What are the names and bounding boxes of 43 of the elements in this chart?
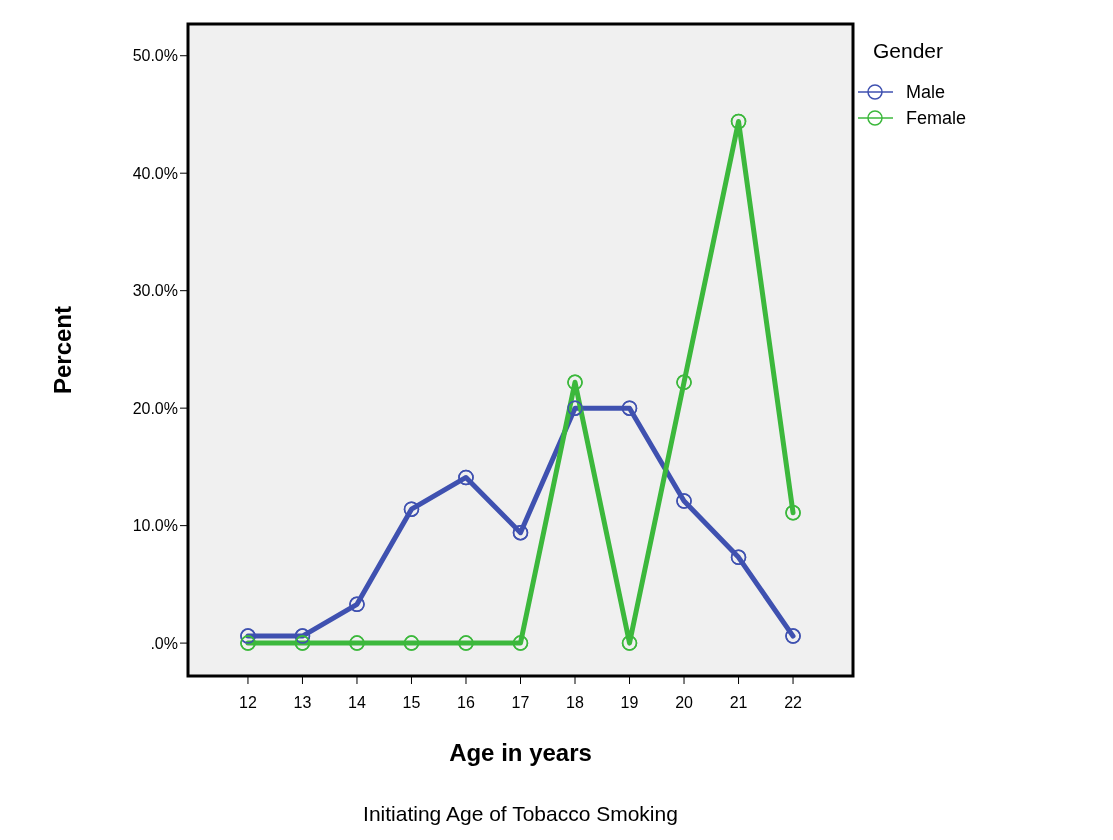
y-tick-label: 40.0% [132, 164, 178, 182]
point [240, 635, 256, 651]
y-axis-title: Percent [49, 305, 76, 395]
point [294, 635, 311, 651]
point [785, 628, 801, 644]
point [458, 469, 474, 486]
point [349, 635, 365, 651]
x-tick-label: 18 [566, 694, 585, 711]
x-tick-label: 20 [675, 694, 694, 711]
point [567, 374, 583, 391]
legend-label: Female [906, 108, 967, 129]
point [512, 635, 529, 651]
x-tick-label: 16 [457, 694, 475, 711]
point [785, 504, 801, 521]
point [676, 374, 692, 391]
legend-label: Male [906, 82, 946, 103]
x-tick-label: 19 [620, 694, 639, 711]
x-tick-label: 13 [293, 694, 312, 711]
y-tick-label: 20.0% [132, 399, 178, 417]
x-tick-label: 12 [239, 694, 257, 711]
point [730, 113, 747, 130]
legend-title: Gender [873, 39, 944, 62]
point [676, 493, 692, 509]
y-tick-label: 50.0% [132, 47, 178, 65]
y-tick-label: 30.0% [132, 282, 178, 300]
text: Initiating Age of Tobacco Smoking [363, 802, 678, 825]
point [730, 549, 747, 566]
y-tick-label: .0% [150, 634, 178, 652]
point [621, 635, 638, 651]
point [512, 524, 529, 541]
point [458, 635, 474, 651]
x-tick-label: 17 [511, 694, 530, 711]
x-tick-label: 21 [729, 694, 748, 711]
x-tick-label: 15 [402, 694, 421, 711]
x-tick-label: 14 [348, 694, 366, 711]
point [403, 635, 420, 651]
point [240, 628, 256, 644]
x-axis-title: Age in years [449, 739, 592, 766]
point [349, 596, 365, 613]
x-tick-label: 22 [784, 694, 803, 711]
y-tick-label: 10.0% [132, 517, 178, 535]
point [403, 501, 420, 517]
point [621, 400, 638, 416]
